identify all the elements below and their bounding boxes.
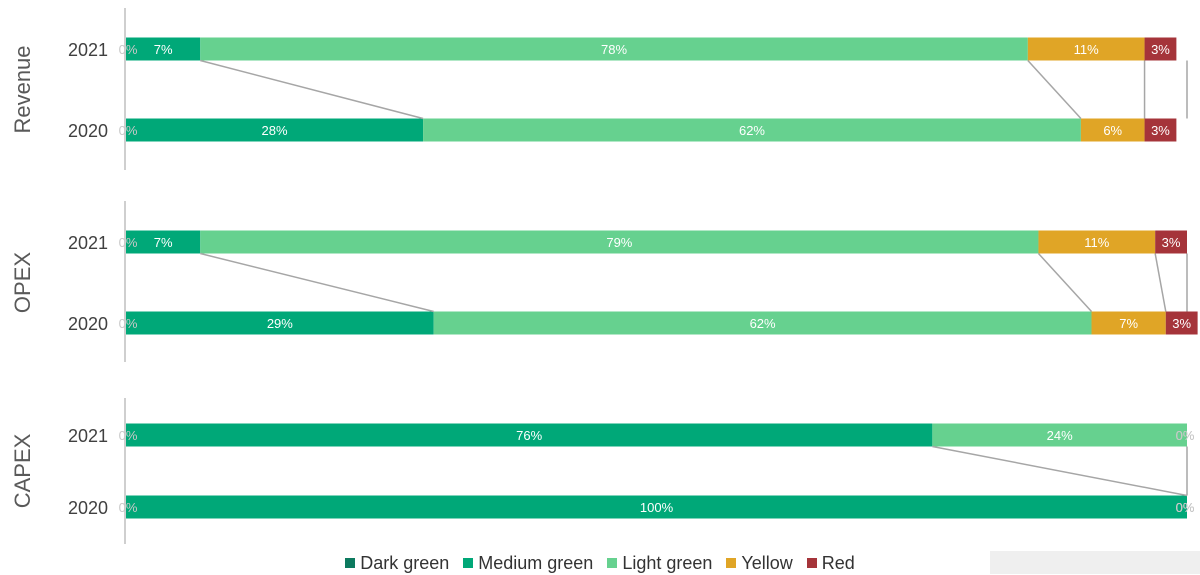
data-label: 0% <box>1176 500 1195 515</box>
legend-label: Red <box>821 552 855 573</box>
opex-2021-red-bar-segment <box>1155 230 1187 254</box>
opex-2020-medium-green-bar-segment <box>126 311 434 335</box>
data-label: 3% <box>1162 235 1181 250</box>
opex-connector-line <box>1154 253 1167 312</box>
revenue-2020-medium-green-bar-segment <box>126 118 424 142</box>
data-label: 6% <box>1103 123 1122 138</box>
year-label: 2021 <box>68 233 108 253</box>
legend-swatch-dark-green <box>345 558 356 568</box>
data-label: 0% <box>1176 500 1195 515</box>
legend: Dark green Medium green Light green Yell… <box>0 551 1200 575</box>
data-label: 0% <box>1176 428 1195 443</box>
data-label: 78% <box>601 42 627 57</box>
data-label: 0% <box>1176 428 1195 443</box>
legend-item-yellow: Yellow <box>726 552 793 574</box>
revenue-2020-yellow-bar-segment <box>1080 118 1145 142</box>
legend-swatch-red <box>806 558 817 568</box>
data-label: 7% <box>154 42 173 57</box>
revenue-group-label: Revenue <box>10 45 35 133</box>
data-label: 3% <box>1151 123 1170 138</box>
data-label: 62% <box>739 123 765 138</box>
data-label: 24% <box>1047 428 1073 443</box>
revenue-connector-line <box>1027 59 1082 120</box>
revenue-2021-light-green-bar-segment <box>200 37 1028 61</box>
opex-group-label: OPEX <box>10 252 35 313</box>
opex-2021-medium-green-bar-segment <box>126 230 201 254</box>
opex-connector-line <box>200 252 434 313</box>
data-label: 28% <box>262 123 288 138</box>
data-label: 79% <box>606 235 632 250</box>
legend-item-red: Red <box>806 552 855 574</box>
data-label: 0% <box>119 235 138 250</box>
corner-panel <box>990 551 1200 574</box>
legend-label: Medium green <box>478 552 594 573</box>
revenue-2020-red-bar-segment <box>1144 118 1177 142</box>
revenue-2021-red-bar-segment <box>1144 37 1177 61</box>
data-label: 0% <box>119 500 138 515</box>
data-label: 7% <box>1119 316 1138 331</box>
legend-item-light-green: Light green <box>607 553 712 574</box>
revenue-2020-light-green-bar-segment <box>423 118 1081 142</box>
data-label: 3% <box>1151 42 1170 57</box>
capex-2021-medium-green-bar-segment <box>126 423 933 447</box>
revenue-connector-line <box>200 59 424 120</box>
data-label: 62% <box>750 316 776 331</box>
data-label: 0% <box>119 123 138 138</box>
data-label: 3% <box>1172 316 1191 331</box>
revenue-2021-yellow-bar-segment <box>1027 37 1145 61</box>
opex-2020-light-green-bar-segment <box>433 311 1092 335</box>
data-label: 0% <box>119 42 138 57</box>
legend-item-dark-green: Dark green <box>345 553 449 574</box>
data-label: 100% <box>640 500 674 515</box>
year-label: 2020 <box>68 498 108 518</box>
data-label: 11% <box>1074 42 1099 57</box>
data-label: 11% <box>1084 235 1109 250</box>
capex-group-label: CAPEX <box>10 433 35 508</box>
opex-connector-line <box>1037 252 1093 313</box>
year-label: 2020 <box>68 121 108 141</box>
legend-label: Dark green <box>360 552 450 573</box>
legend-swatch-medium-green <box>463 558 474 568</box>
opex-2021-yellow-bar-segment <box>1038 230 1156 254</box>
opex-2021-light-green-bar-segment <box>200 230 1039 254</box>
data-label: 0% <box>1176 500 1195 515</box>
opex-2020-red-bar-segment <box>1165 311 1198 335</box>
data-label: 7% <box>154 235 173 250</box>
data-label: 76% <box>516 428 542 443</box>
year-label: 2021 <box>68 426 108 446</box>
capex-2021-light-green-bar-segment <box>932 423 1187 447</box>
revenue-2021-medium-green-bar-segment <box>126 37 201 61</box>
year-label: 2021 <box>68 40 108 60</box>
legend-swatch-yellow <box>726 558 737 568</box>
data-label: 0% <box>119 428 138 443</box>
legend-swatch-light-green <box>607 558 618 568</box>
legend-label: Light green <box>622 552 713 573</box>
data-label: 29% <box>267 316 293 331</box>
capex-connector-line <box>932 445 1188 497</box>
legend-item-medium-green: Medium green <box>463 553 593 574</box>
year-label: 2020 <box>68 314 108 334</box>
legend-label: Yellow <box>741 552 793 573</box>
data-label: 0% <box>119 316 138 331</box>
capex-2020-medium-green-bar-segment <box>126 495 1187 519</box>
opex-2020-yellow-bar-segment <box>1091 311 1166 335</box>
